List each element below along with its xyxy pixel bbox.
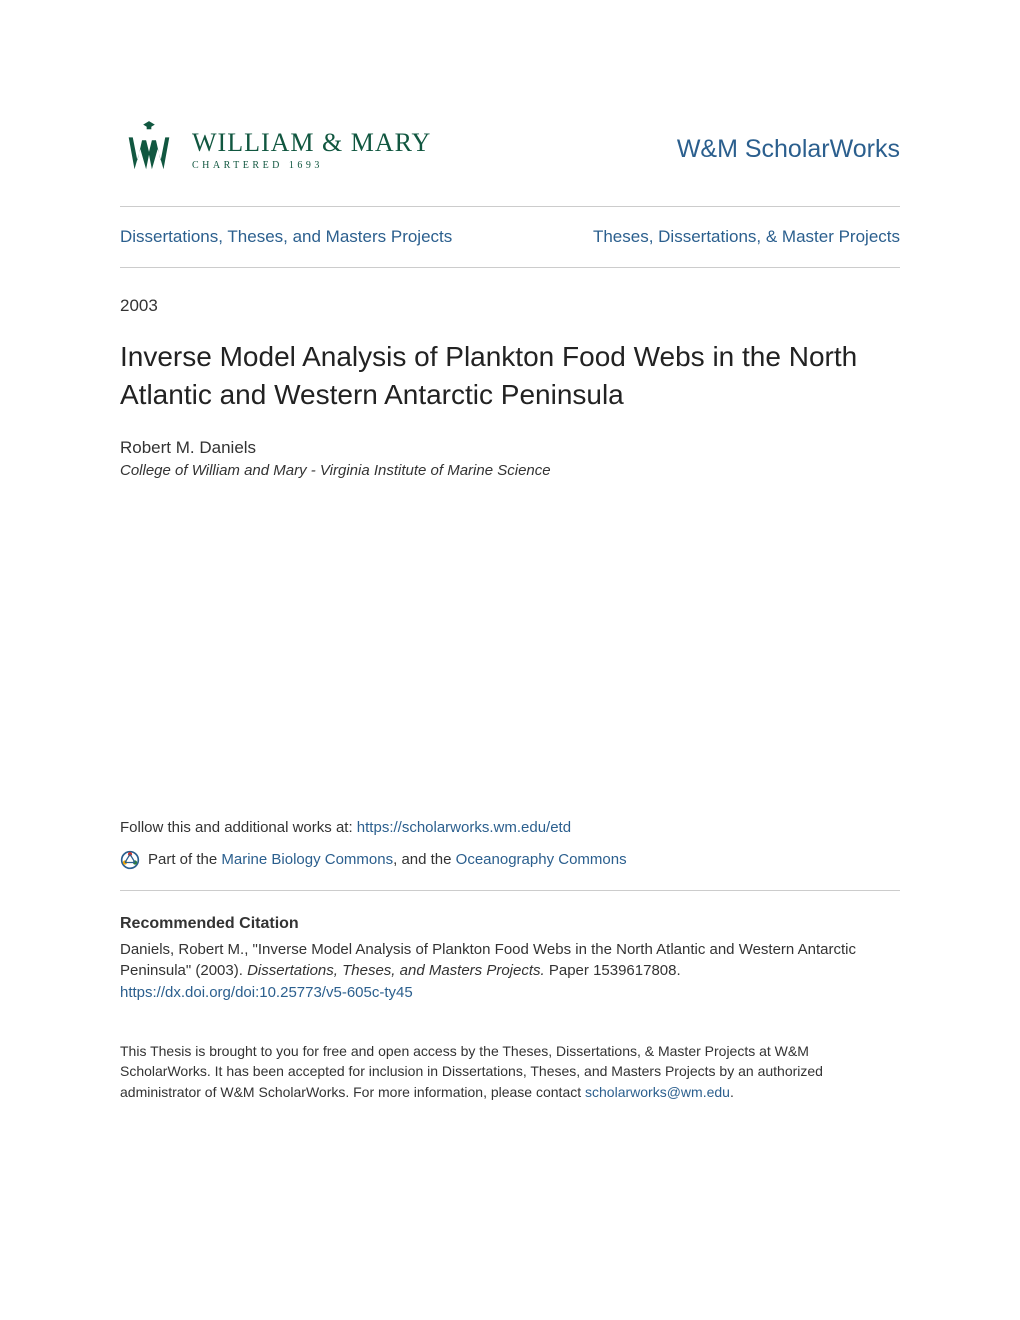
author-affiliation: College of William and Mary - Virginia I… (120, 462, 900, 479)
commons-prefix: Part of the (148, 851, 221, 868)
footer-part2: . (730, 1084, 734, 1100)
collection-link[interactable]: Dissertations, Theses, and Masters Proje… (120, 227, 452, 247)
citation-text: Daniels, Robert M., "Inverse Model Analy… (120, 939, 900, 983)
parent-collection-link[interactable]: Theses, Dissertations, & Master Projects (593, 227, 900, 247)
follow-line: Follow this and additional works at: htt… (120, 819, 900, 836)
institution-logo-block[interactable]: WILLIAM & MARY CHARTERED 1693 (120, 120, 431, 178)
commons-line: Part of the Marine Biology Commons, and … (120, 850, 900, 891)
logo-text-block: WILLIAM & MARY CHARTERED 1693 (192, 128, 431, 171)
contact-email-link[interactable]: scholarworks@wm.edu (585, 1084, 730, 1100)
site-name-link[interactable]: W&M ScholarWorks (677, 135, 900, 164)
citation-italic: Dissertations, Theses, and Masters Proje… (247, 962, 545, 979)
document-title: Inverse Model Analysis of Plankton Food … (120, 338, 900, 414)
citation-part2: Paper 1539617808. (545, 962, 681, 979)
citation-block: Recommended Citation Daniels, Robert M.,… (120, 915, 900, 1002)
commons-middle: , and the (393, 851, 456, 868)
wm-cipher-icon (120, 120, 178, 178)
doi-link[interactable]: https://dx.doi.org/doi:10.25773/v5-605c-… (120, 984, 900, 1001)
author-name: Robert M. Daniels (120, 438, 900, 458)
breadcrumb-nav: Dissertations, Theses, and Masters Proje… (120, 207, 900, 268)
repository-url-link[interactable]: https://scholarworks.wm.edu/etd (357, 819, 571, 836)
logo-wordmark: WILLIAM & MARY (192, 128, 431, 158)
follow-prefix: Follow this and additional works at: (120, 819, 357, 836)
publication-year: 2003 (120, 296, 900, 316)
logo-tagline: CHARTERED 1693 (192, 160, 431, 171)
commons-link-1[interactable]: Marine Biology Commons (221, 851, 393, 868)
network-commons-icon (120, 850, 140, 870)
commons-link-2[interactable]: Oceanography Commons (456, 851, 627, 868)
commons-text: Part of the Marine Biology Commons, and … (148, 851, 627, 868)
access-statement: This Thesis is brought to you for free a… (120, 1041, 900, 1102)
vertical-spacer (120, 479, 900, 819)
header: WILLIAM & MARY CHARTERED 1693 W&M Schola… (120, 120, 900, 207)
citation-heading: Recommended Citation (120, 915, 900, 933)
